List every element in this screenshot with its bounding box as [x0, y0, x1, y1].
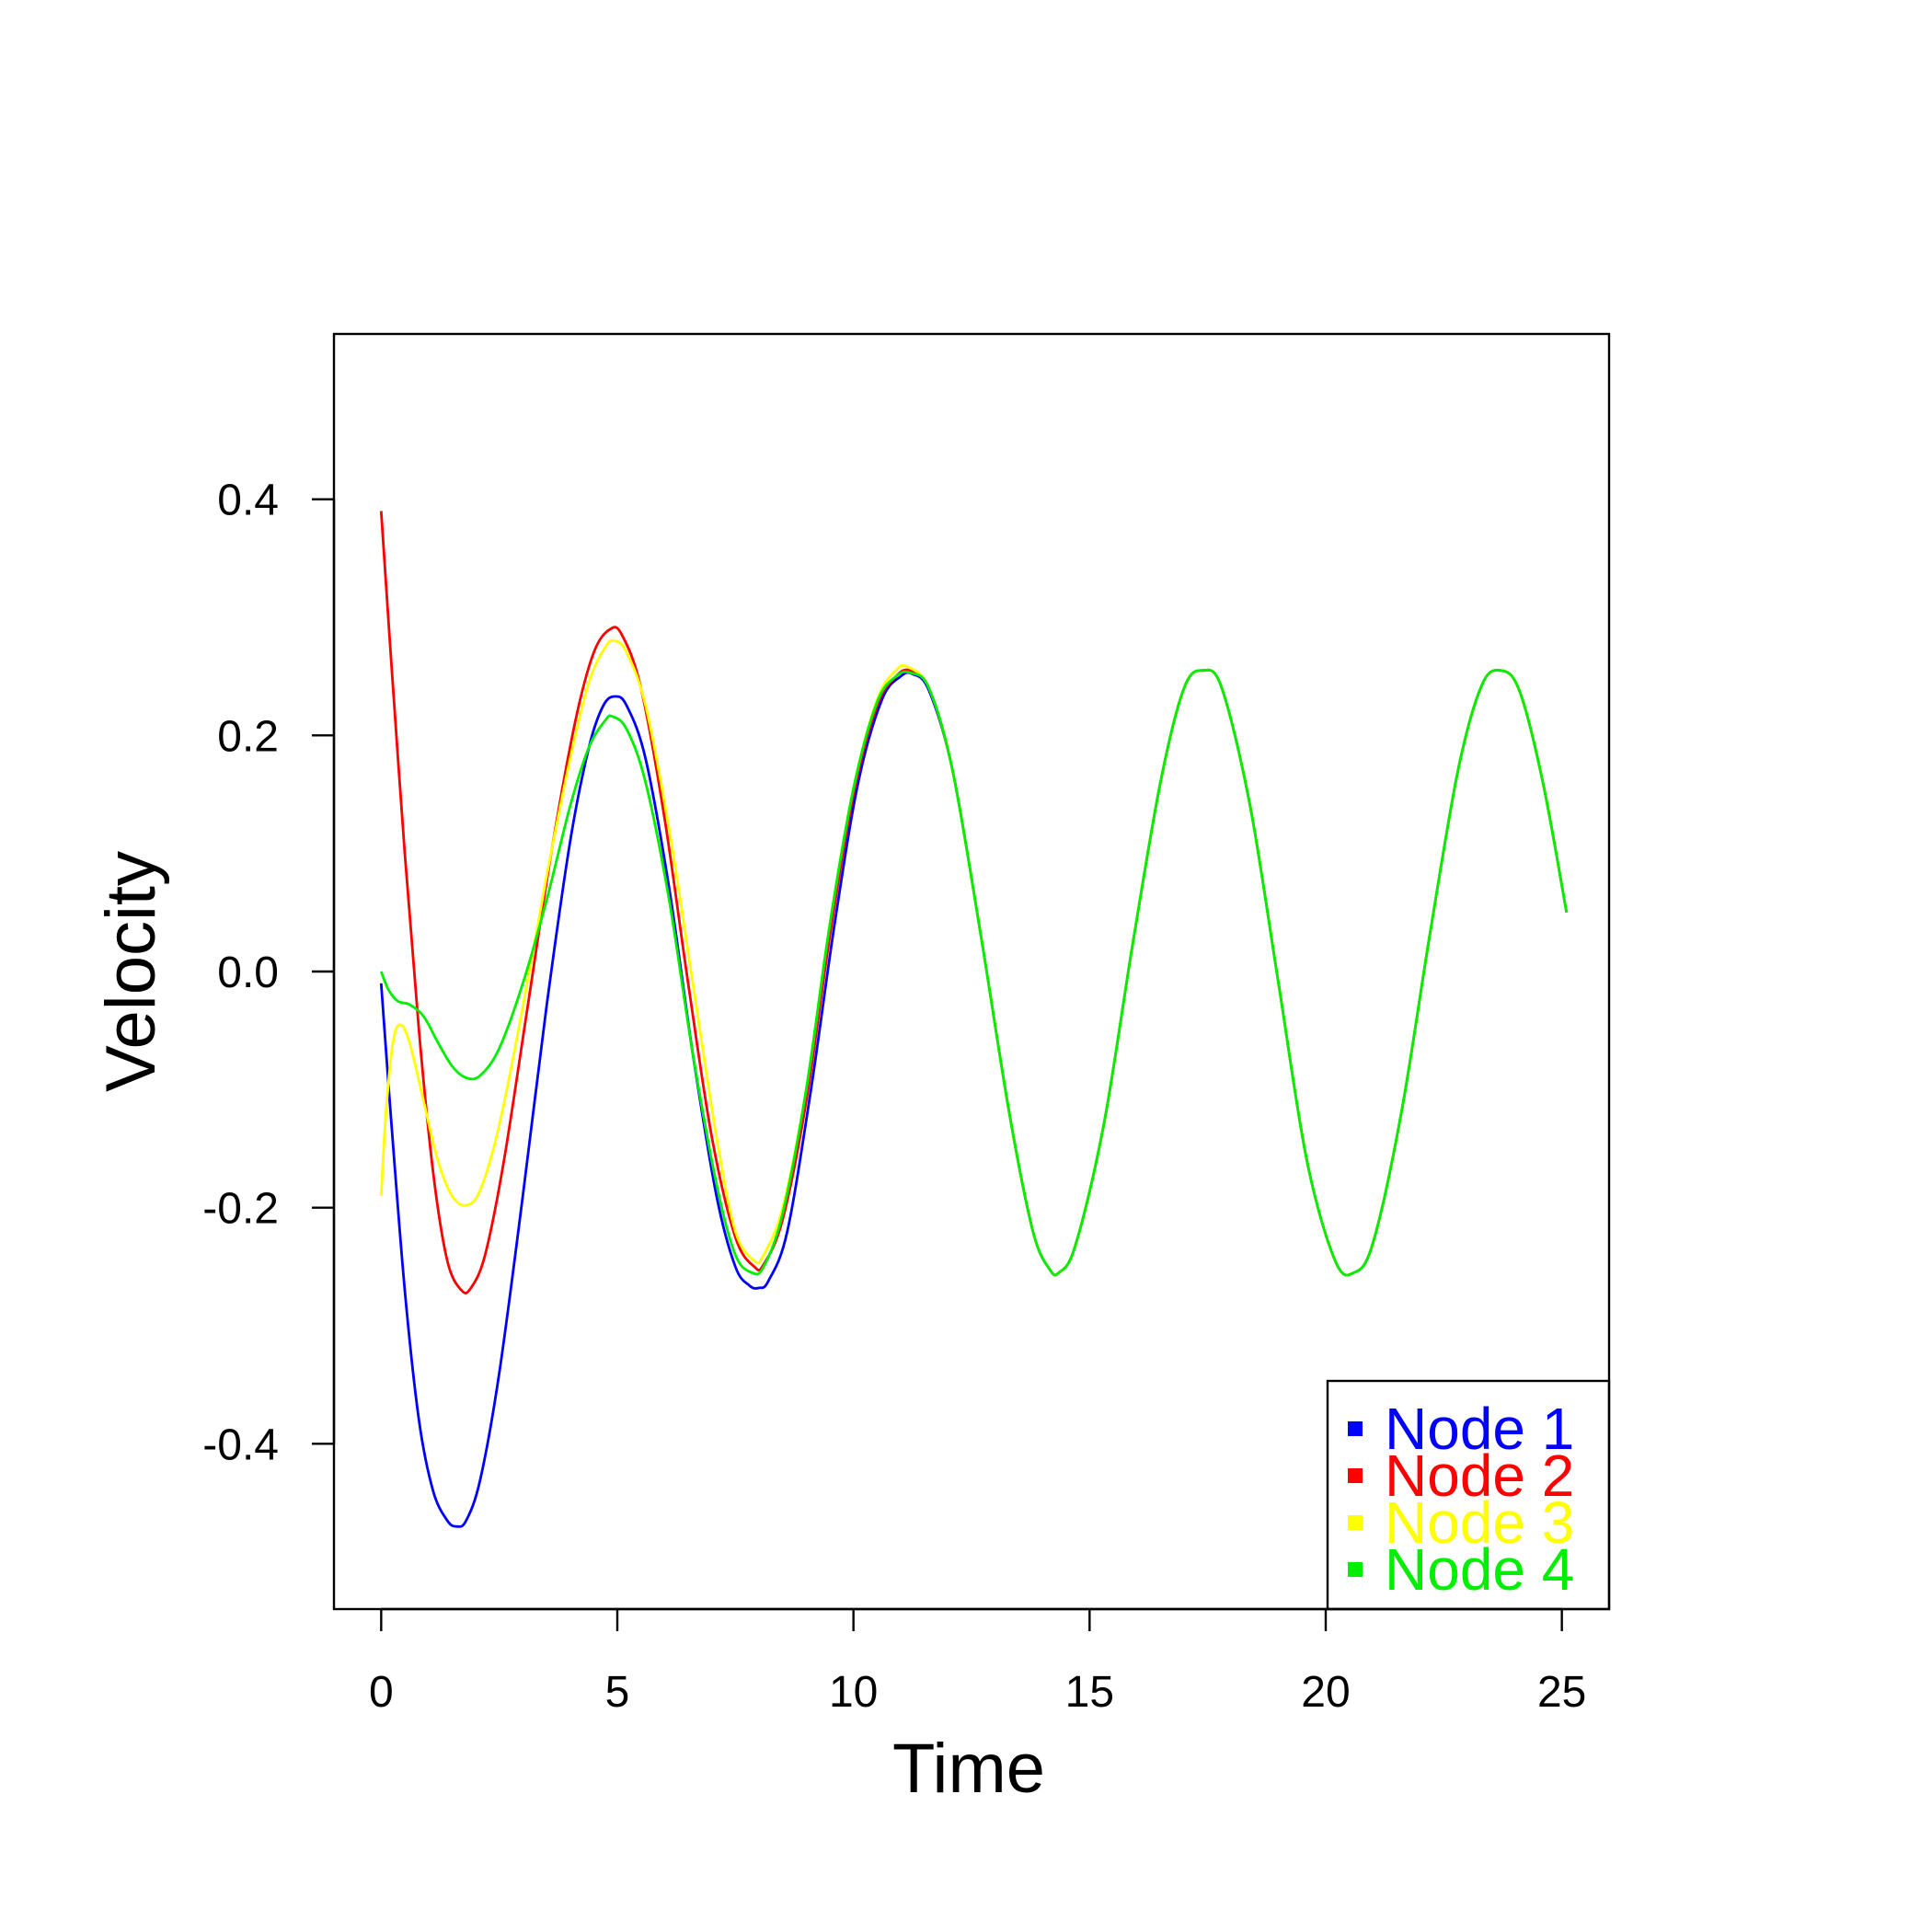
legend-label-node-3: Node 3	[1385, 1489, 1574, 1556]
y-tick-label: 0.0	[217, 949, 279, 997]
legend-swatch-node-2	[1348, 1468, 1363, 1483]
x-tick-label: 25	[1537, 1668, 1586, 1717]
legend-label-node-1: Node 1	[1385, 1396, 1574, 1462]
legend-label-node-4: Node 4	[1385, 1536, 1574, 1603]
x-tick-label: 5	[605, 1668, 630, 1717]
y-tick-label: -0.2	[202, 1185, 279, 1234]
y-axis: -0.4 -0.2 0.0 0.2 0.4	[202, 477, 336, 1469]
x-tick-label: 0	[369, 1668, 394, 1717]
legend-label-node-2: Node 2	[1385, 1443, 1574, 1509]
y-tick-label: 0.2	[217, 712, 279, 761]
legend-swatch-node-3	[1348, 1515, 1363, 1530]
x-axis: 0 5 10 15 20 25	[369, 1607, 1586, 1717]
y-tick-label: -0.4	[202, 1420, 279, 1469]
x-axis-title: Time	[892, 1730, 1045, 1808]
legend-swatch-node-4	[1348, 1562, 1363, 1577]
legend-box	[1326, 1379, 1611, 1611]
y-axis-title: Velocity	[92, 851, 170, 1092]
series-layer	[379, 511, 1569, 1528]
x-tick-label: 15	[1065, 1668, 1114, 1717]
legend-swatch-node-1	[1348, 1421, 1363, 1436]
x-tick-label: 20	[1301, 1668, 1350, 1717]
series-line-node-4	[379, 668, 1569, 1277]
x-tick-label: 10	[829, 1668, 878, 1717]
y-tick-label: 0.4	[217, 477, 279, 525]
